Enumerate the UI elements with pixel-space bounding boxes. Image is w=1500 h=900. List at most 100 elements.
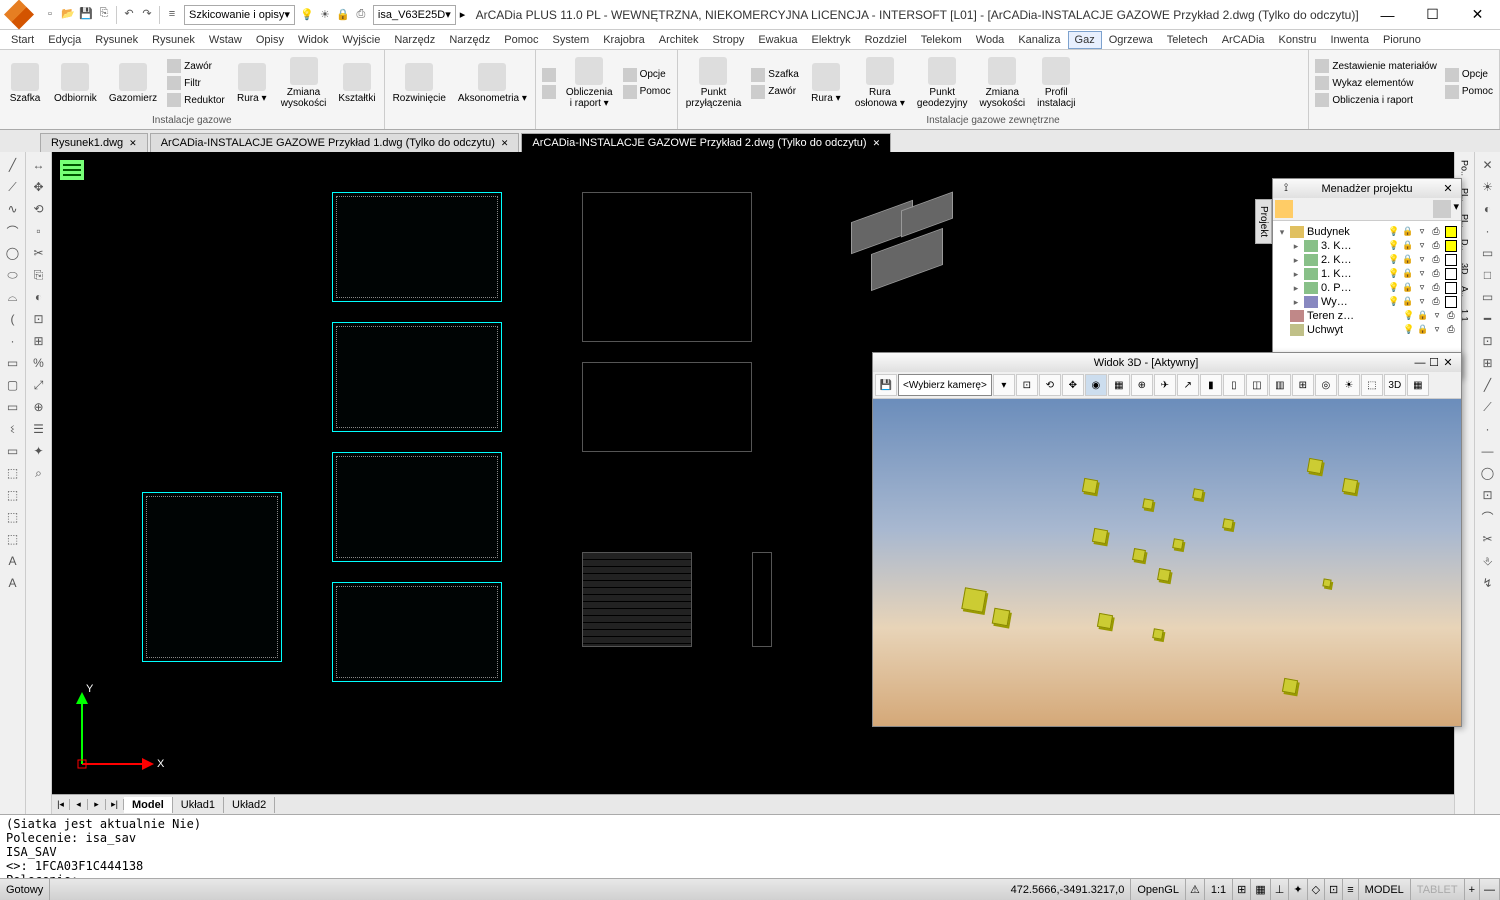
qat-open-icon[interactable]: 📂	[60, 6, 76, 22]
tool-icon[interactable]: □	[1479, 266, 1497, 284]
ribbon-button-small[interactable]: Zestawienie materiałów	[1313, 58, 1439, 74]
status-osnap-icon[interactable]: ◇	[1308, 879, 1325, 900]
tool-icon[interactable]: ⌕	[30, 464, 48, 482]
tool-icon[interactable]: ⊞	[30, 332, 48, 350]
qat-print-icon[interactable]: ⎙	[353, 7, 369, 23]
ribbon-button[interactable]: Odbiornik	[50, 61, 101, 106]
ribbon-button[interactable]: Aksonometria ▾	[454, 61, 531, 106]
menu-item[interactable]: Krajobra	[596, 31, 652, 49]
menu-item[interactable]: Inwenta	[1323, 31, 1376, 49]
ribbon-button-small[interactable]: Obliczenia i raport	[1313, 92, 1439, 108]
tool-icon[interactable]: ☀	[1479, 178, 1497, 196]
tool-icon[interactable]: ⎀	[1479, 552, 1497, 570]
view3d-tb-icon[interactable]: ⊡	[1016, 374, 1038, 396]
tool-icon[interactable]: ⬚	[4, 530, 22, 548]
tool-icon[interactable]: ·	[1479, 420, 1497, 438]
menu-item[interactable]: Narzędz	[442, 31, 497, 49]
menu-item[interactable]: Woda	[969, 31, 1012, 49]
layout-nav-next[interactable]: ▸	[88, 799, 106, 810]
layout-tab[interactable]: Model	[124, 797, 173, 813]
ribbon-button[interactable]: Ruraosłonowa ▾	[851, 55, 909, 111]
tool-icon[interactable]: ·	[1479, 222, 1497, 240]
view3d-tb-icon[interactable]: ⊕	[1131, 374, 1153, 396]
status-tablet[interactable]: TABLET	[1411, 879, 1465, 900]
tool-icon[interactable]: ⊡	[30, 310, 48, 328]
project-manager-panel[interactable]: ⟟ Menadżer projektu ✕ ▾ ▾Budynek💡🔒▿⎙▸3. …	[1272, 178, 1462, 378]
command-line[interactable]: (Siatka jest aktualnie Nie) Polecenie: i…	[0, 814, 1500, 878]
tool-icon[interactable]: ଽ	[4, 420, 22, 438]
view3d-camera-select[interactable]: <Wybierz kamerę>	[898, 374, 992, 396]
tab-close-icon[interactable]: ✕	[129, 138, 137, 148]
status-plus-icon[interactable]: +	[1465, 879, 1480, 900]
ribbon-button[interactable]: Zmianawysokości	[277, 55, 331, 111]
layout-nav-prev[interactable]: ◂	[70, 799, 88, 810]
tool-icon[interactable]: ☰	[30, 420, 48, 438]
view3d-tb-icon[interactable]: ▮	[1200, 374, 1222, 396]
qat-redo-icon[interactable]: ↷	[139, 6, 155, 22]
layout-tab[interactable]: Układ2	[224, 797, 275, 813]
tree-row[interactable]: ▸2. K…💡🔒▿⎙	[1277, 253, 1457, 267]
qat-undo-icon[interactable]: ↶	[121, 6, 137, 22]
tool-icon[interactable]: ⌓	[4, 288, 22, 306]
tool-icon[interactable]: ✂	[30, 244, 48, 262]
view3d-tb-icon[interactable]: ⊞	[1292, 374, 1314, 396]
menu-item[interactable]: Pomoc	[497, 31, 545, 49]
view3d-tb-icon[interactable]: ↗	[1177, 374, 1199, 396]
minimize-button[interactable]: —	[1365, 0, 1410, 30]
tool-icon[interactable]: ▭	[4, 442, 22, 460]
menu-item[interactable]: Telekom	[914, 31, 969, 49]
qat-new-icon[interactable]: ▫	[42, 6, 58, 22]
tool-icon[interactable]: ⟋	[4, 178, 22, 196]
ribbon-button[interactable]: Punktprzyłączenia	[682, 55, 746, 111]
view3d-tb-icon[interactable]: ▦	[1407, 374, 1429, 396]
tool-icon[interactable]: ⬚	[4, 464, 22, 482]
status-opengl[interactable]: OpenGL	[1131, 879, 1186, 900]
ribbon-button[interactable]: Profilinstalacji	[1033, 55, 1079, 111]
ribbon-button[interactable]: Rura ▾	[231, 61, 273, 106]
qat-bulb-icon[interactable]: 💡	[299, 7, 315, 23]
view3d-tb-icon[interactable]: 3D	[1384, 374, 1406, 396]
layout-nav-last[interactable]: ▸|	[106, 799, 124, 810]
menu-item[interactable]: Rozdziel	[858, 31, 914, 49]
qat-lock-icon[interactable]: 🔒	[335, 7, 351, 23]
qat-sun-icon[interactable]: ☀	[317, 7, 333, 23]
file-combo[interactable]: isa_V63E25D ▾	[373, 5, 456, 25]
tool-icon[interactable]: ▭	[4, 398, 22, 416]
gutter-tab[interactable]: Po..	[1460, 156, 1470, 180]
menu-item[interactable]: Start	[4, 31, 41, 49]
qat-play-icon[interactable]: ▸	[456, 8, 470, 21]
ribbon-button[interactable]: Rura ▾	[805, 61, 847, 106]
status-scale[interactable]: 1:1	[1205, 879, 1233, 900]
tool-icon[interactable]: ⎘	[30, 266, 48, 284]
maximize-button[interactable]: ☐	[1410, 0, 1455, 30]
ribbon-button-small[interactable]: Reduktor	[165, 92, 227, 108]
ribbon-button-small[interactable]	[540, 67, 558, 83]
tool-icon[interactable]: A	[4, 552, 22, 570]
status-model[interactable]: MODEL	[1359, 879, 1411, 900]
menu-item[interactable]: Kanaliza	[1011, 31, 1067, 49]
tree-row[interactable]: Uchwyt💡🔒▿⎙	[1277, 323, 1457, 337]
view3d-tb-icon[interactable]: ◉	[1085, 374, 1107, 396]
menu-item[interactable]: Opisy	[249, 31, 291, 49]
close-button[interactable]: ✕	[1455, 0, 1500, 30]
document-tab[interactable]: ArCADia-INSTALACJE GAZOWE Przykład 1.dwg…	[150, 133, 520, 152]
menu-item[interactable]: Pioruno	[1376, 31, 1428, 49]
view3d-max-icon[interactable]: ☐	[1427, 356, 1441, 369]
qat-save-icon[interactable]: 💾	[78, 6, 94, 22]
sketch-mode-combo[interactable]: Szkicowanie i opisy ▾	[184, 5, 295, 25]
canvas-menu-icon[interactable]	[60, 160, 84, 180]
status-ortho-icon[interactable]: ⊥	[1271, 879, 1290, 900]
menu-item[interactable]: Rysunek	[145, 31, 202, 49]
menu-item[interactable]: ArCADia	[1215, 31, 1272, 49]
view3d-panel[interactable]: Widok 3D - [Aktywny] — ☐ ✕ 💾 <Wybierz ka…	[872, 352, 1462, 727]
ribbon-button-small[interactable]: Opcje	[621, 67, 673, 83]
menu-item[interactable]: Wyjście	[336, 31, 388, 49]
tool-icon[interactable]: ▢	[4, 376, 22, 394]
tree-row[interactable]: ▸Wy…💡🔒▿⎙	[1277, 295, 1457, 309]
ribbon-button-small[interactable]: Pomoc	[621, 84, 673, 100]
tool-icon[interactable]: ╱	[1479, 376, 1497, 394]
menu-item[interactable]: System	[546, 31, 597, 49]
menu-item[interactable]: Elektryk	[804, 31, 857, 49]
tree-row[interactable]: ▸0. P…💡🔒▿⎙	[1277, 281, 1457, 295]
tool-icon[interactable]: ⟋	[1479, 398, 1497, 416]
